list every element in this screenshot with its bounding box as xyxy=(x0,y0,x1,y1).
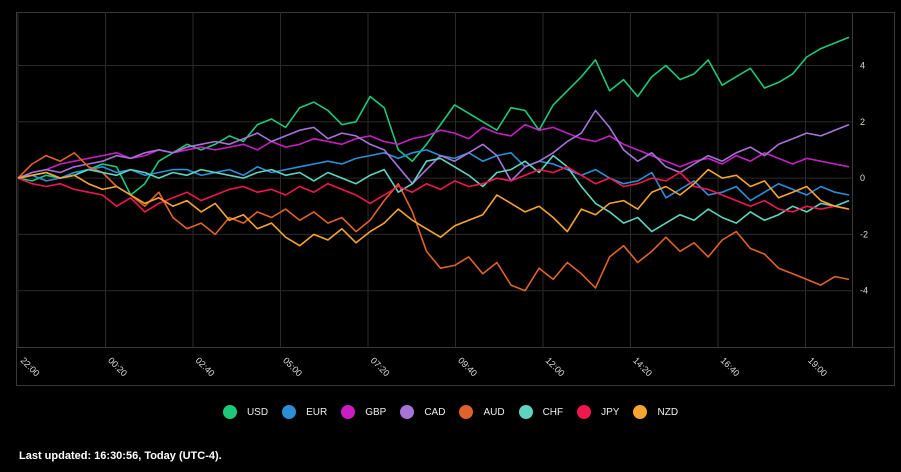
legend-item-gbp[interactable]: GBP xyxy=(341,405,386,419)
x-tick-label: 00:20 xyxy=(106,355,129,378)
legend-label: USD xyxy=(246,406,269,418)
series-line-eur xyxy=(17,149,850,202)
x-tick-label: 16:40 xyxy=(719,355,742,378)
x-tick-label: 02:40 xyxy=(194,355,217,378)
last-updated-text: Last updated: 16:30:56, Today (UTC-4). xyxy=(19,450,222,462)
x-tick-label: 09:40 xyxy=(456,355,479,378)
legend: USD EUR GBP CAD AUD CHF JPY NZD xyxy=(0,405,901,419)
legend-dot-icon xyxy=(400,405,415,419)
y-tick-label: -4 xyxy=(860,286,868,296)
legend-label: GBP xyxy=(365,406,387,418)
x-tick-label: 07:20 xyxy=(369,355,392,378)
legend-item-chf[interactable]: CHF xyxy=(518,405,564,419)
legend-label: CHF xyxy=(542,406,564,418)
legend-label: JPY xyxy=(601,406,620,418)
series-line-usd xyxy=(17,36,850,196)
series-line-nzd xyxy=(17,168,850,247)
x-tick-label: 12:00 xyxy=(544,355,567,378)
legend-item-cad[interactable]: CAD xyxy=(400,405,445,419)
series-line-aud xyxy=(17,152,850,292)
legend-dot-icon xyxy=(633,405,648,419)
legend-item-jpy[interactable]: JPY xyxy=(577,405,619,419)
legend-label: EUR xyxy=(306,406,328,418)
x-tick-label: 22:00 xyxy=(19,355,42,378)
legend-dot-icon xyxy=(459,405,474,419)
y-tick-label: 4 xyxy=(860,60,865,70)
chart-svg: 22:00 00:20 02:40 05:00 07:20 09:40 12:00 14:20… xyxy=(16,12,895,386)
legend-item-usd[interactable]: USD xyxy=(222,405,269,419)
series-line-chf xyxy=(17,154,850,233)
y-tick-label: 2 xyxy=(860,117,865,127)
legend-item-eur[interactable]: EUR xyxy=(282,405,327,419)
x-tick-label: 05:00 xyxy=(281,355,304,378)
legend-dot-icon xyxy=(282,405,297,419)
y-tick-label: 0 xyxy=(860,173,865,183)
legend-item-aud[interactable]: AUD xyxy=(459,405,505,419)
legend-dot-icon xyxy=(518,405,533,419)
series-line-cad xyxy=(17,109,850,185)
series-line-gbp xyxy=(17,123,850,179)
legend-item-nzd[interactable]: NZD xyxy=(633,405,678,419)
x-tick-label: 14:20 xyxy=(631,355,654,378)
legend-dot-icon xyxy=(222,405,237,419)
chart-area: 22:00 00:20 02:40 05:00 07:20 09:40 12:00 14:20… xyxy=(16,12,895,386)
series-line-jpy xyxy=(17,166,850,213)
legend-label: CAD xyxy=(424,406,446,418)
legend-label: AUD xyxy=(483,406,505,418)
legend-label: NZD xyxy=(657,406,679,418)
legend-dot-icon xyxy=(577,405,592,419)
y-tick-label: -2 xyxy=(860,229,868,239)
x-tick-label: 19:00 xyxy=(806,355,829,378)
legend-dot-icon xyxy=(341,405,356,419)
